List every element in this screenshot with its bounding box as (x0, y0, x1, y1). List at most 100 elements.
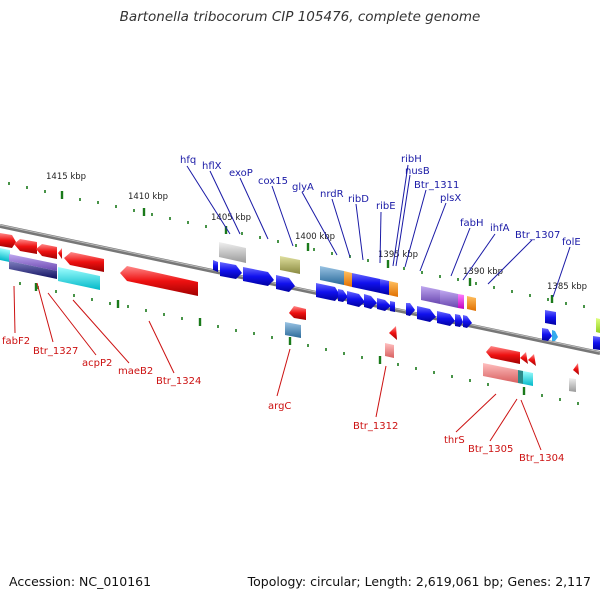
gene-box[interactable] (380, 279, 389, 295)
label-btr-1324[interactable]: Btr_1324 (156, 376, 201, 387)
label-exop[interactable]: exoP (229, 168, 253, 179)
genes-lower (285, 306, 579, 392)
scale-label-1415: 1415 kbp (46, 172, 86, 182)
label-cox15[interactable]: cox15 (258, 176, 288, 187)
label-btr-1327[interactable]: Btr_1327 (33, 346, 78, 357)
gene-arrow[interactable] (220, 262, 242, 279)
gene-box[interactable] (219, 242, 246, 263)
gene-arrow[interactable] (593, 336, 600, 350)
label-btr-1307[interactable]: Btr_1307 (515, 230, 560, 241)
label-ribe[interactable]: ribE (376, 201, 396, 212)
label-btr-1304[interactable]: Btr_1304 (519, 453, 564, 464)
gene-arrow[interactable] (36, 244, 57, 259)
genome-summary-text: Topology: circular; Length: 2,619,061 bp… (247, 574, 591, 589)
gene-arrow[interactable] (0, 233, 16, 248)
gene-box[interactable] (320, 266, 344, 285)
gene-arrow[interactable] (437, 311, 455, 326)
label-acpp2[interactable]: acpP2 (82, 358, 112, 369)
gene-arrow[interactable] (377, 298, 391, 311)
gene-arrow[interactable] (347, 291, 365, 307)
gene-box[interactable] (285, 322, 301, 338)
label-ribd[interactable]: ribD (348, 194, 369, 205)
scale-label-1385: 1385 kbp (547, 282, 587, 292)
gene-box[interactable] (569, 378, 576, 392)
label-glya[interactable]: glyA (292, 182, 314, 193)
gene-box[interactable] (523, 371, 533, 386)
gene-box[interactable] (421, 286, 440, 304)
gene-arrow[interactable] (364, 294, 377, 309)
gene-arrow[interactable] (243, 267, 274, 286)
genome-title: Bartonella tribocorum CIP 105476, comple… (119, 9, 481, 25)
label-fole[interactable]: folE (562, 237, 581, 248)
label-ribh[interactable]: ribH (401, 154, 422, 165)
gene-box[interactable] (280, 256, 300, 274)
gene-arrow[interactable] (276, 275, 295, 292)
gene-arrow[interactable] (486, 346, 520, 364)
gene-arrow[interactable] (573, 363, 579, 375)
reverse-genes-upper (0, 233, 198, 296)
accession-text: Accession: NC_010161 (9, 574, 152, 589)
gene-box[interactable] (352, 273, 380, 293)
gene-arrow[interactable] (120, 266, 198, 296)
label-plsx[interactable]: plsX (440, 193, 461, 204)
gene-arrow[interactable] (390, 301, 395, 312)
label-nusb[interactable]: nusB (405, 166, 430, 177)
inner-scale (19, 282, 579, 405)
gene-box[interactable] (545, 310, 556, 325)
gene-arrow[interactable] (417, 306, 436, 322)
gene-box[interactable] (596, 318, 600, 333)
outer-scale-major (60, 191, 554, 303)
gene-arrow[interactable] (542, 328, 552, 341)
label-btr-1305[interactable]: Btr_1305 (468, 444, 513, 455)
label-btr-1312[interactable]: Btr_1312 (353, 421, 398, 432)
label-maeb2[interactable]: maeB2 (118, 366, 153, 377)
inner-scale-major (34, 283, 526, 395)
gene-arrow[interactable] (389, 326, 397, 340)
gene-box[interactable] (385, 343, 394, 358)
scale-label-1390: 1390 kbp (463, 267, 503, 277)
gene-arrow[interactable] (455, 314, 463, 327)
gene-box[interactable] (483, 363, 518, 383)
gene-arrow[interactable] (520, 352, 528, 364)
label-btr-1311[interactable]: Btr_1311 (414, 180, 459, 191)
bottom-leader-lines (13, 282, 542, 451)
gene-box[interactable] (518, 370, 523, 384)
gene-box[interactable] (58, 267, 100, 290)
gene-box[interactable] (0, 248, 10, 263)
outer-scale (8, 182, 585, 308)
forward-genes-upper (213, 242, 600, 350)
scale-label-1400: 1400 kbp (295, 232, 335, 242)
top-leader-lines (186, 164, 571, 298)
label-argc[interactable]: argC (268, 401, 291, 412)
gene-arrow[interactable] (552, 330, 558, 341)
gene-box[interactable] (344, 271, 352, 287)
genome-backbone-highlight (0, 224, 600, 353)
gene-box[interactable] (440, 290, 458, 308)
scale-label-1405: 1405 kbp (211, 213, 251, 223)
gene-box[interactable] (9, 261, 57, 279)
gene-arrow[interactable] (289, 306, 306, 320)
gene-box[interactable] (467, 296, 476, 311)
label-thrs[interactable]: thrS (444, 435, 465, 446)
gene-box[interactable] (458, 294, 464, 309)
genome-backbone (0, 224, 600, 355)
gene-arrow[interactable] (338, 289, 348, 302)
gene-arrow[interactable] (213, 260, 218, 272)
gene-arrow[interactable] (316, 283, 340, 301)
gene-arrow[interactable] (528, 354, 536, 366)
gene-box[interactable] (389, 281, 398, 297)
label-nrdr[interactable]: nrdR (320, 189, 344, 200)
gene-arrow[interactable] (463, 315, 472, 328)
gene-arrow[interactable] (58, 248, 62, 259)
gene-arrow[interactable] (64, 252, 104, 272)
gene-arrow[interactable] (406, 303, 415, 316)
gene-box[interactable] (9, 254, 57, 271)
gene-arrow[interactable] (14, 239, 37, 254)
label-hfq[interactable]: hfq (180, 155, 196, 166)
scale-label-1410: 1410 kbp (128, 192, 168, 202)
label-ihfa[interactable]: ihfA (490, 223, 510, 234)
label-fabf2[interactable]: fabF2 (2, 336, 30, 347)
label-hflx[interactable]: hflX (202, 161, 222, 172)
label-fabh[interactable]: fabH (460, 218, 484, 229)
